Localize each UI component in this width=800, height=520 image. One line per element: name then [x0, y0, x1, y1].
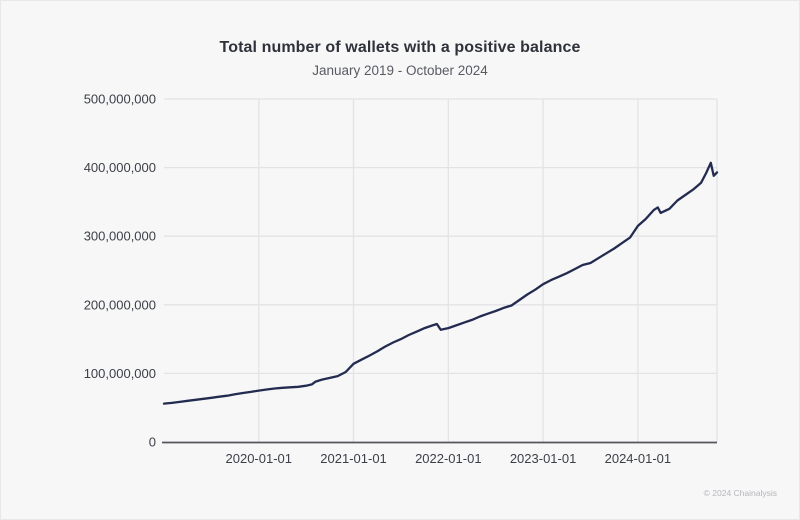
x-axis-tick-label: 2024-01-01 [605, 451, 672, 466]
y-axis-tick-label: 200,000,000 [84, 297, 156, 312]
y-axis-tick-label: 500,000,000 [84, 92, 156, 107]
copyright-text: © 2024 Chainalysis [703, 488, 777, 498]
x-axis-tick-label: 2023-01-01 [510, 451, 577, 466]
x-axis-tick-label: 2022-01-01 [415, 451, 482, 466]
y-axis-tick-label: 100,000,000 [84, 366, 156, 381]
y-axis-tick-label: 400,000,000 [84, 160, 156, 175]
x-axis-tick-label: 2020-01-01 [226, 451, 293, 466]
chart-subtitle: January 2019 - October 2024 [312, 63, 488, 78]
data-line-series [162, 161, 719, 405]
y-axis-tick-label: 0 [149, 435, 156, 450]
chart-title: Total number of wallets with a positive … [219, 39, 581, 56]
x-axis-tick-label: 2021-01-01 [320, 451, 387, 466]
y-axis-tick-label: 300,000,000 [84, 229, 156, 244]
